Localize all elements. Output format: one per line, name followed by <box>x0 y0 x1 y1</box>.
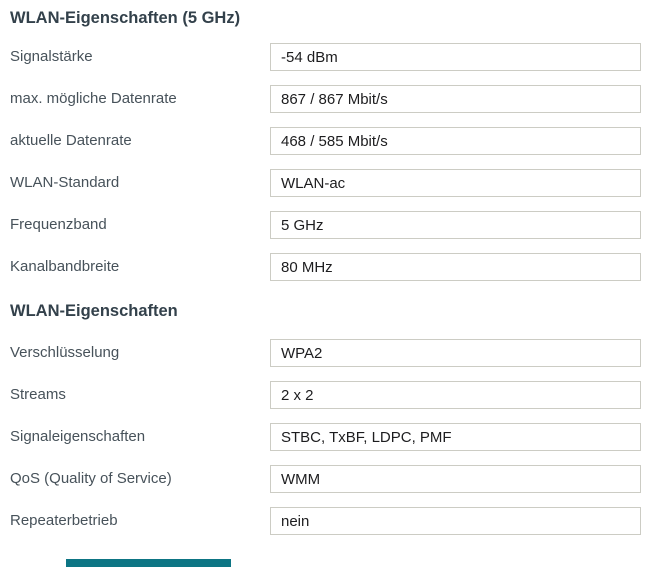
current-datarate-label: aktuelle Datenrate <box>10 132 132 149</box>
row-signal-properties: Signaleigenschaften STBC, TxBF, LDPC, PM… <box>10 423 641 451</box>
row-encryption: Verschlüsselung WPA2 <box>10 339 641 367</box>
max-datarate-field[interactable]: 867 / 867 Mbit/s <box>270 85 641 113</box>
wlan-standard-field[interactable]: WLAN-ac <box>270 169 641 197</box>
channel-bandwidth-field[interactable]: 80 MHz <box>270 253 641 281</box>
frequency-band-field[interactable]: 5 GHz <box>270 211 641 239</box>
row-current-datarate: aktuelle Datenrate 468 / 585 Mbit/s <box>10 127 641 155</box>
row-signal-strength: Signalstärke -54 dBm <box>10 43 641 71</box>
encryption-label: Verschlüsselung <box>10 344 120 361</box>
signal-strength-field[interactable]: -54 dBm <box>270 43 641 71</box>
channel-bandwidth-label: Kanalbandbreite <box>10 258 120 275</box>
row-wlan-standard: WLAN-Standard WLAN-ac <box>10 169 641 197</box>
streams-label: Streams <box>10 386 66 403</box>
qos-field[interactable]: WMM <box>270 465 641 493</box>
current-datarate-field[interactable]: 468 / 585 Mbit/s <box>270 127 641 155</box>
signal-strength-label: Signalstärke <box>10 48 93 65</box>
section-title-5ghz: WLAN-Eigenschaften (5 GHz) <box>10 9 241 27</box>
frequency-band-label: Frequenzband <box>10 216 107 233</box>
streams-field[interactable]: 2 x 2 <box>270 381 641 409</box>
row-streams: Streams 2 x 2 <box>10 381 641 409</box>
partial-teal-element <box>66 559 231 567</box>
repeater-mode-field[interactable]: nein <box>270 507 641 535</box>
signal-properties-field[interactable]: STBC, TxBF, LDPC, PMF <box>270 423 641 451</box>
repeater-mode-label: Repeaterbetrieb <box>10 512 118 529</box>
section-title-general: WLAN-Eigenschaften <box>10 302 178 320</box>
row-qos: QoS (Quality of Service) WMM <box>10 465 641 493</box>
row-max-datarate: max. mögliche Datenrate 867 / 867 Mbit/s <box>10 85 641 113</box>
row-repeater-mode: Repeaterbetrieb nein <box>10 507 641 535</box>
row-channel-bandwidth: Kanalbandbreite 80 MHz <box>10 253 641 281</box>
max-datarate-label: max. mögliche Datenrate <box>10 90 177 107</box>
signal-properties-label: Signaleigenschaften <box>10 428 146 445</box>
row-frequency-band: Frequenzband 5 GHz <box>10 211 641 239</box>
qos-label: QoS (Quality of Service) <box>10 470 172 487</box>
wlan-standard-label: WLAN-Standard <box>10 174 120 191</box>
encryption-field[interactable]: WPA2 <box>270 339 641 367</box>
wlan-properties-page: WLAN-Eigenschaften (5 GHz) Signalstärke … <box>10 9 641 535</box>
